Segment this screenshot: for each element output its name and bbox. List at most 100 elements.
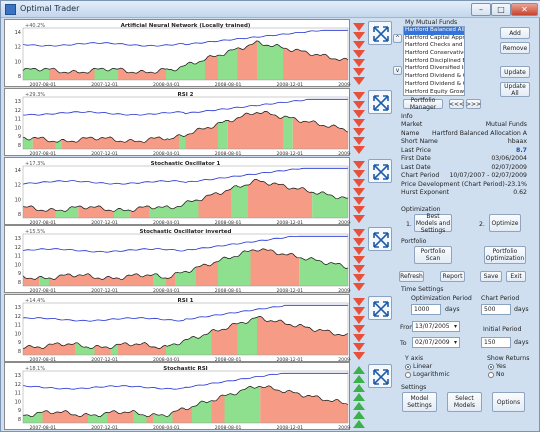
info-value: 8.7: [516, 146, 527, 154]
from-date-picker[interactable]: 13/07/2005 ▾: [412, 321, 460, 332]
options-button[interactable]: Options: [492, 392, 525, 412]
y-tick-label: 9: [18, 271, 21, 277]
chevron-down-icon: ▾: [453, 323, 457, 330]
fund-list-item[interactable]: Hartford Dividend & Growth A: [405, 73, 464, 80]
panel-return: +15.5%: [25, 229, 45, 235]
update-button[interactable]: Update: [500, 66, 530, 78]
chart-panel: 13 12 11 10 9 8 2007-08-01 2007-12-01 2008-04-01…: [4, 294, 351, 363]
chart-period-input[interactable]: 500: [481, 304, 511, 315]
y-tick-label: 10: [15, 331, 21, 337]
y-tick-label: 8: [18, 212, 21, 218]
portfolio-scan-button[interactable]: Portfolio Scan: [414, 246, 452, 264]
plot-frame: [22, 27, 349, 81]
plot-frame: [22, 96, 349, 150]
x-tick-label: 2007-12-01: [91, 357, 118, 363]
arrow-down-icon: [353, 110, 365, 118]
zoom-chart-button[interactable]: [368, 159, 392, 183]
zoom-chart-button[interactable]: [368, 364, 392, 388]
x-tick-label: 2008-12-01: [277, 220, 304, 226]
x-tick-label: 2008-12-01: [277, 82, 304, 88]
y-tick-label: 14: [15, 30, 21, 36]
zoom-chart-button[interactable]: [368, 21, 392, 45]
arrow-down-icon: [353, 197, 365, 205]
y-tick-label: 9: [18, 340, 21, 346]
maximize-button[interactable]: □: [491, 3, 511, 16]
arrow-down-icon: [353, 146, 365, 154]
fund-list-item[interactable]: Hartford Capital Appreciation A: [405, 34, 465, 41]
expand-icon: [373, 26, 389, 42]
y-tick-label: 11: [15, 117, 21, 123]
scroll-up-button[interactable]: ^: [393, 34, 402, 43]
arrow-down-icon: [353, 50, 365, 58]
info-key: Market: [401, 121, 423, 128]
add-button[interactable]: Add: [500, 27, 530, 39]
expand-icon: [373, 164, 389, 180]
exit-button[interactable]: Exit: [506, 271, 526, 282]
best-models-button[interactable]: Best Models and Settings: [414, 212, 452, 234]
expand-icon: [373, 232, 389, 248]
funds-list[interactable]: Hartford Balanced Allocation AHartford C…: [403, 26, 465, 96]
info-key: Short Name: [401, 138, 438, 145]
chart-period-label: Chart Period: [481, 295, 520, 302]
arrow-up-icon: [353, 402, 365, 410]
initial-period-input[interactable]: 150: [481, 337, 511, 348]
y-tick-label: 8: [18, 143, 21, 149]
price-line: [22, 248, 349, 280]
x-tick-label: 2007-12-01: [91, 82, 118, 88]
optimize-button[interactable]: Optimize: [489, 214, 521, 232]
x-tick-label: 2008-12-01: [277, 151, 304, 157]
from-date-value: 13/07/2005: [415, 323, 450, 330]
zoom-chart-button[interactable]: [368, 296, 392, 320]
y-tick-label: 14: [15, 168, 21, 174]
remove-button[interactable]: Remove: [500, 42, 530, 54]
zoom-chart-button[interactable]: [368, 90, 392, 114]
returns-no-radio[interactable]: [488, 372, 494, 378]
save-button[interactable]: Save: [480, 271, 502, 282]
fund-list-item[interactable]: Hartford Balanced Allocation A: [404, 27, 464, 35]
select-models-button[interactable]: Select Models: [447, 392, 482, 412]
y-tick-label: 11: [15, 254, 21, 260]
y-tick-label: 9: [18, 408, 21, 414]
optimization-period-input[interactable]: 1000: [411, 304, 441, 315]
x-tick-label: 2007-08-01: [30, 425, 57, 431]
fund-list-item[interactable]: Hartford Equity Growth Allocatio: [405, 88, 465, 95]
model-settings-button[interactable]: Model Settings: [402, 392, 437, 412]
fund-list-item[interactable]: Hartford Diversified Internationa: [405, 65, 464, 72]
next-fund-button[interactable]: >>>: [465, 99, 482, 109]
refresh-button[interactable]: Refresh: [399, 271, 424, 282]
portfolio-optimization-button[interactable]: Portfolio Optimization: [484, 246, 526, 264]
time-settings-title: Time Settings: [401, 286, 444, 293]
report-button[interactable]: Report: [440, 271, 465, 282]
minimize-button[interactable]: –: [471, 3, 491, 16]
fund-list-item[interactable]: Hartford Dividend & Growth HLS: [405, 80, 464, 87]
info-value: Mutual Funds: [485, 121, 527, 128]
optimization-title: Optimization: [401, 206, 441, 213]
equity-line: [22, 29, 348, 47]
fund-list-item[interactable]: Hartford Conservative Allocation: [405, 50, 465, 57]
info-value: 03/06/2004: [491, 155, 527, 162]
close-button[interactable]: ✕: [511, 3, 538, 16]
to-date-picker[interactable]: 02/07/2009 ▾: [412, 337, 460, 348]
fund-list-item[interactable]: Hartford Checks and Balances: [405, 42, 464, 49]
scroll-down-button[interactable]: v: [393, 66, 402, 75]
returns-yes-radio[interactable]: [488, 364, 494, 370]
chart-days-unit: days: [514, 306, 529, 313]
x-tick-label: 2007-08-01: [30, 220, 57, 226]
y-tick-label: 12: [15, 183, 21, 189]
info-value: -23.1%: [505, 180, 527, 188]
arrow-up-icon: [353, 411, 365, 419]
update-all-button[interactable]: Update All: [500, 82, 530, 97]
zoom-chart-button[interactable]: [368, 227, 392, 251]
prev-fund-button[interactable]: <<<: [448, 99, 465, 109]
linear-radio[interactable]: [405, 364, 411, 370]
portfolio-manager-button[interactable]: Portfolio Manager: [403, 97, 443, 111]
price-line: [22, 385, 349, 418]
panel-title: Artificial Neural Network (Locally train…: [121, 23, 251, 29]
logarithmic-radio[interactable]: [405, 372, 411, 378]
window-title: Optimal Trader: [20, 4, 80, 13]
fund-list-item[interactable]: Hartford Disciplined Equity A: [405, 57, 464, 64]
chart-svg: 13 12 11 10 9 8 2007-08-01 2007-12-01 2008-04-01…: [15, 366, 351, 431]
app-icon: [5, 4, 16, 15]
info-value: 02/07/2009: [491, 163, 527, 171]
info-key: Name: [401, 129, 420, 137]
